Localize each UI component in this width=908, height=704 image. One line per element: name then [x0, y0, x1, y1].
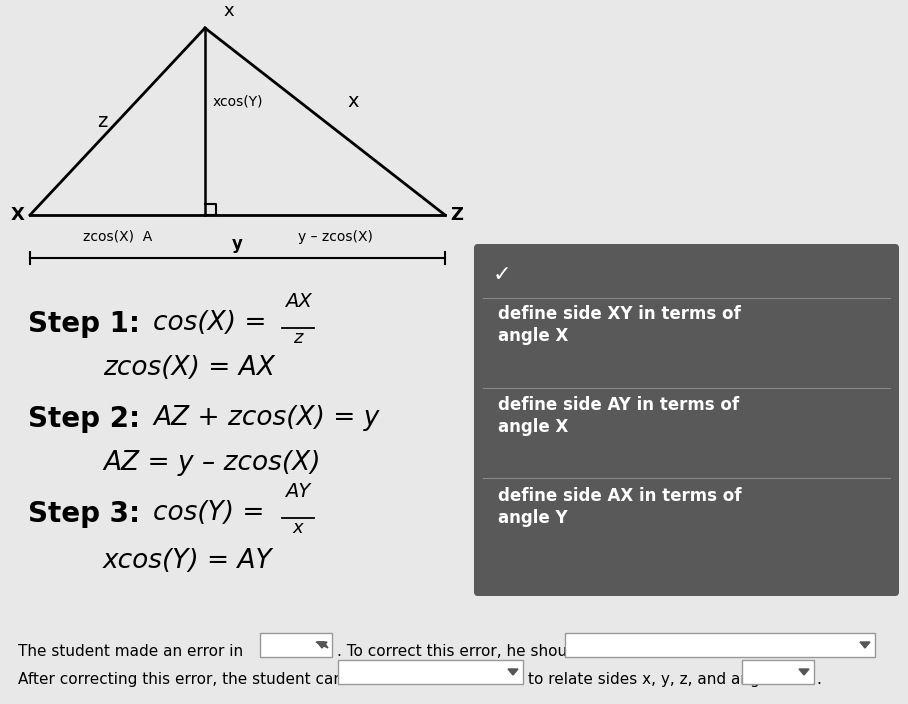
Text: z: z	[97, 112, 108, 131]
Text: AX: AX	[284, 292, 311, 311]
Text: cos(Y) =: cos(Y) =	[153, 500, 264, 526]
Text: X: X	[11, 206, 25, 224]
Polygon shape	[799, 669, 809, 675]
Text: Step 3:: Step 3:	[28, 500, 140, 528]
Bar	[260, 633, 332, 657]
FancyBboxPatch shape	[474, 244, 899, 596]
Text: Step 1:: Step 1:	[28, 310, 140, 338]
Text: .: .	[816, 672, 821, 687]
Text: x: x	[223, 2, 233, 20]
Text: to relate sides x, y, z, and angle: to relate sides x, y, z, and angle	[528, 672, 774, 687]
Text: xcos(Y): xcos(Y)	[213, 94, 263, 108]
Text: Z: Z	[450, 206, 463, 224]
Text: define side AX in terms of: define side AX in terms of	[498, 487, 742, 505]
Text: The student made an error in: The student made an error in	[18, 644, 243, 659]
Text: y – zcos(X): y – zcos(X)	[298, 230, 372, 244]
Text: AZ + zcos(X) = y: AZ + zcos(X) = y	[153, 405, 380, 431]
Text: angle Y: angle Y	[498, 509, 568, 527]
Bar	[742, 660, 814, 684]
Polygon shape	[316, 642, 328, 648]
Polygon shape	[317, 642, 327, 648]
Text: define side XY in terms of: define side XY in terms of	[498, 305, 741, 323]
Text: angle X: angle X	[498, 327, 568, 345]
Polygon shape	[508, 669, 518, 675]
Text: AZ = y – zcos(X): AZ = y – zcos(X)	[103, 450, 321, 476]
Text: z: z	[293, 329, 302, 347]
Polygon shape	[860, 642, 870, 648]
Text: define side AY in terms of: define side AY in terms of	[498, 396, 739, 414]
Bar	[338, 660, 523, 684]
Text: xcos(Y) = AY: xcos(Y) = AY	[103, 548, 272, 574]
Text: x: x	[347, 92, 359, 111]
Text: x: x	[292, 519, 303, 537]
Bar	[565, 633, 875, 657]
Text: AY: AY	[285, 482, 311, 501]
Text: cos(X) =: cos(X) =	[153, 310, 267, 336]
Text: angle X: angle X	[498, 418, 568, 436]
Text: zcos(X) = AX: zcos(X) = AX	[103, 355, 275, 381]
Text: Step 2:: Step 2:	[28, 405, 140, 433]
Text: . To correct this error, he should: . To correct this error, he should	[337, 644, 581, 659]
Text: ✓: ✓	[493, 265, 511, 285]
Text: After correcting this error, the student can use the: After correcting this error, the student…	[18, 672, 405, 687]
Text: y: y	[232, 235, 243, 253]
Text: zcos(X)  A: zcos(X) A	[83, 230, 153, 244]
